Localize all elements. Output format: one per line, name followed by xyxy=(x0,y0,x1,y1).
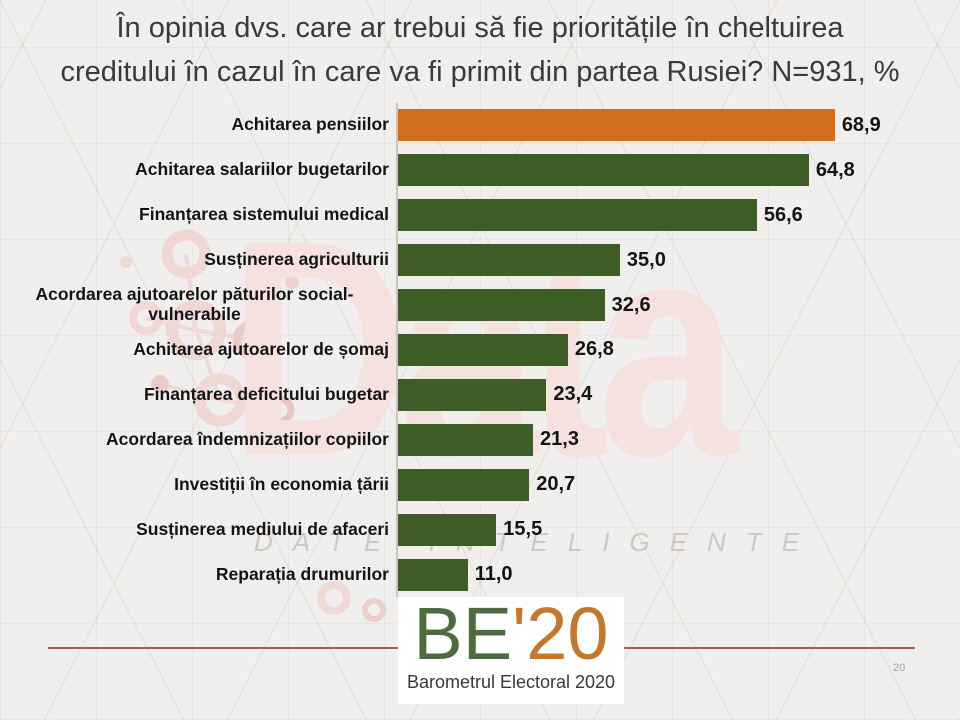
bar-track: 20,7 xyxy=(396,462,940,508)
bar-row: Susținerea agriculturii 35,0 xyxy=(0,237,940,283)
bar-row: Achitarea salariilor bugetarilor 64,8 xyxy=(0,147,940,193)
bar-track: 11,0 xyxy=(396,552,940,597)
bar xyxy=(398,468,530,501)
bar xyxy=(398,378,547,411)
bar xyxy=(398,333,568,366)
category-label: Finanțarea deficitului bugetar xyxy=(143,383,389,404)
be20-logo-caption: Barometrul Electoral 2020 xyxy=(406,672,616,692)
bar-track: 68,9 xyxy=(396,103,940,148)
category-label: Achitarea ajutoarelor de șomaj xyxy=(133,339,389,360)
category-label: Susținerea mediului de afaceri xyxy=(136,518,389,539)
category-label: Finanțarea sistemului medical xyxy=(139,204,389,225)
bar-track: 32,6 xyxy=(396,282,940,328)
chart-title: În opinia dvs. care ar trebui să fie pri… xyxy=(0,6,960,94)
bar-track: 23,4 xyxy=(396,372,940,418)
bar-value-label: 20,7 xyxy=(536,473,576,496)
category-label: Achitarea salariilor bugetarilor xyxy=(135,159,389,180)
bar-row: Achitarea pensiilor 68,9 xyxy=(0,103,940,148)
bar-row: Acordarea îndemnizațiilor copiilor 21,3 xyxy=(0,417,940,463)
bar-row: Reparația drumurilor 11,0 xyxy=(0,552,940,597)
slide-page-number: 20 xyxy=(893,662,906,674)
bar-row: Finanțarea sistemului medical 56,6 xyxy=(0,192,940,238)
category-label: Achitarea pensiilor xyxy=(231,114,389,135)
bar-chart: Achitarea pensiilor 68,9 Achitarea salarii… xyxy=(0,103,940,597)
chart-title-line1: În opinia dvs. care ar trebui să fie pri… xyxy=(116,12,844,44)
bar xyxy=(398,154,809,187)
bar-track: 56,6 xyxy=(396,192,940,238)
bar-value-label: 21,3 xyxy=(540,428,579,451)
be20-logo-be: BE xyxy=(413,592,513,675)
bar-row: Acordarea ajutoarelor păturilor social-v… xyxy=(0,282,940,328)
bar-row: Finanțarea deficitului bugetar 23,4 xyxy=(0,372,940,418)
be20-logo-year: 20 xyxy=(526,592,609,675)
bar xyxy=(398,109,835,142)
bar xyxy=(398,289,605,322)
bar-track: 35,0 xyxy=(396,237,940,283)
bar-value-label: 56,6 xyxy=(763,203,803,226)
bar-value-label: 23,4 xyxy=(553,383,593,406)
category-label: Acordarea ajutoarelor păturilor social-v… xyxy=(35,284,354,325)
bar-value-label: 11,0 xyxy=(474,563,513,586)
bar-value-label: 68,9 xyxy=(841,113,881,136)
bar xyxy=(398,244,620,277)
be20-logo: BE'20 Barometrul Electoral 2020 xyxy=(398,597,624,704)
bar xyxy=(398,558,468,591)
bar-row: Investiții în economia țării 20,7 xyxy=(0,462,940,508)
be20-logo-apostrophe: ' xyxy=(512,592,527,675)
chart-title-line2: creditului în cazul în care va fi primit… xyxy=(60,56,900,88)
bar-row: Susținerea mediului de afaceri 15,5 xyxy=(0,507,940,553)
bar-track: 21,3 xyxy=(396,417,940,463)
bar-value-label: 26,8 xyxy=(574,338,614,361)
category-label: Reparația drumurilor xyxy=(215,563,389,584)
category-label: Susținerea agriculturii xyxy=(204,249,389,270)
bar xyxy=(398,423,534,456)
bar xyxy=(398,199,757,232)
bar-row: Achitarea ajutoarelor de șomaj 26,8 xyxy=(0,327,940,373)
bar-value-label: 64,8 xyxy=(815,158,855,181)
bar xyxy=(398,513,497,546)
bar-track: 15,5 xyxy=(396,507,940,553)
bar-value-label: 15,5 xyxy=(503,518,543,541)
bar-track: 64,8 xyxy=(396,147,940,193)
bar-value-label: 32,6 xyxy=(611,293,651,316)
be20-logo-text: BE'20 xyxy=(398,597,624,671)
bar-value-label: 35,0 xyxy=(626,248,666,271)
category-label: Acordarea îndemnizațiilor copiilor xyxy=(106,428,389,449)
bar-track: 26,8 xyxy=(396,327,940,373)
category-label: Investiții în economia țării xyxy=(174,473,389,494)
